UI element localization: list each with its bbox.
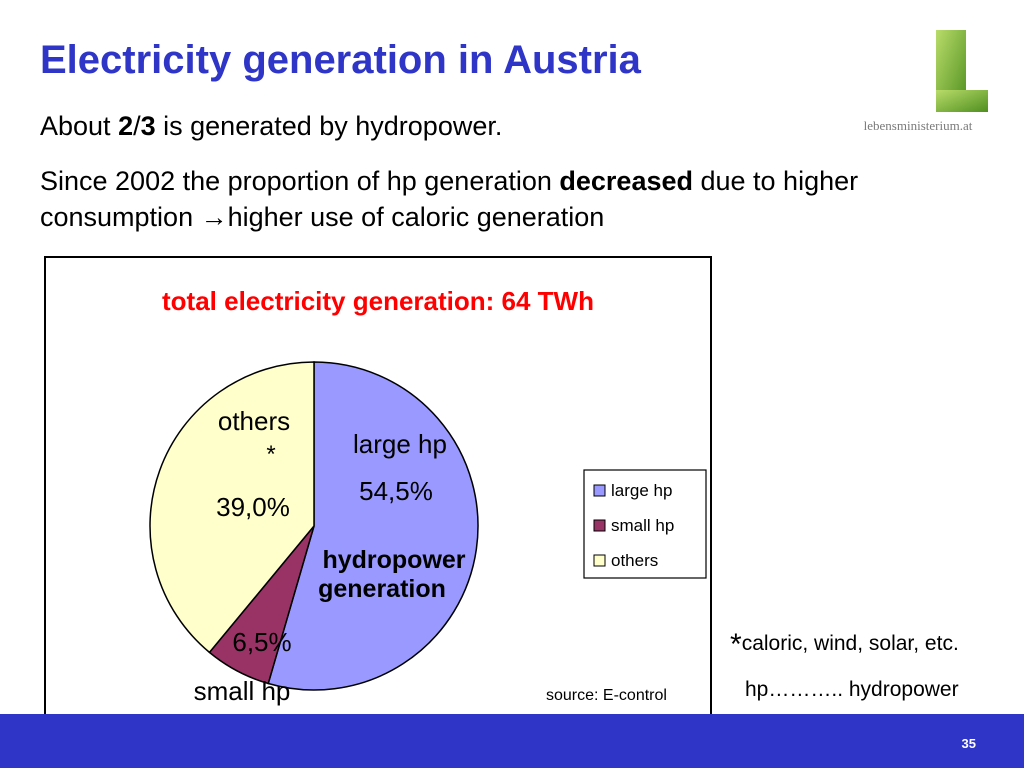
pie-slice-large-hp — [267, 361, 479, 691]
pie-chart: total electricity generation: 64 TWh larg… — [149, 286, 707, 706]
arrow-right-icon: → — [200, 202, 228, 232]
chart-title: total electricity generation: 64 TWh — [162, 286, 594, 316]
slice-value-small-hp: 6,5% — [232, 627, 291, 657]
legend-swatch-others — [593, 554, 606, 567]
page-title: Electricity generation in Austria — [40, 38, 641, 82]
slice-value-others: 39,0% — [216, 492, 290, 522]
slice-label-large-hp: large hp — [353, 429, 447, 459]
annotation-generation: generation — [318, 575, 446, 603]
slice-star-others: * — [266, 441, 275, 468]
slice-value-large-hp: 54,5% — [359, 476, 433, 506]
annotation-hydropower: hydropower — [322, 546, 465, 574]
legend-swatch-large-hp — [593, 484, 606, 497]
footnote-others: *caloric, wind, solar, etc. — [730, 628, 959, 661]
trend-line: Since 2002 the proportion of hp generati… — [40, 166, 859, 232]
legend-label-large-hp: large hp — [611, 481, 672, 500]
page-number: 35 — [961, 736, 976, 751]
logo-text: lebensministerium.at — [863, 118, 973, 133]
slice-label-small-hp: small hp — [194, 676, 291, 706]
lebensministerium-logo — [936, 30, 988, 112]
bottom-bar: 35 — [0, 714, 1024, 768]
legend-label-others: others — [611, 551, 658, 570]
legend-label-small-hp: small hp — [611, 516, 674, 535]
pie-chart-frame: total electricity generation: 64 TWh larg… — [44, 256, 712, 722]
legend-swatch-small-hp — [593, 519, 606, 532]
pie-slice-others — [149, 361, 315, 654]
slice-label-others: others — [218, 406, 290, 436]
intro-line: About 2/3 is generated by hydropower. — [40, 111, 503, 141]
footnote-hp: hp……….. hydropower — [745, 678, 959, 701]
chart-source: source: E-control — [546, 687, 667, 704]
